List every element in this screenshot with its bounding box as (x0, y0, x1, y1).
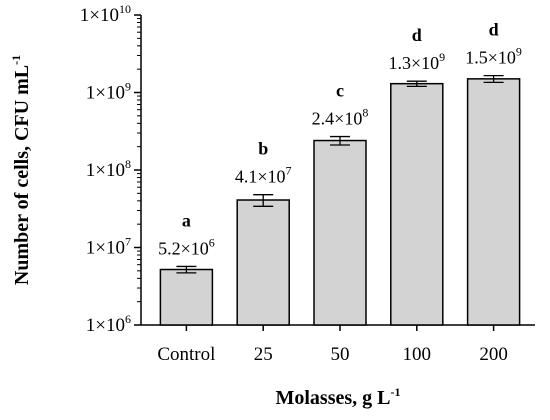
data-label: 1.3×109 (388, 50, 445, 73)
y-tick-label: 1×107 (86, 235, 131, 259)
data-label: 5.2×106 (158, 235, 215, 258)
data-label: 1.5×109 (465, 45, 522, 68)
x-tick-label: 200 (479, 344, 508, 365)
bar (466, 78, 521, 326)
bar (159, 268, 214, 326)
labels: 5.2×106 a 4.1×107 b 2.4×108 c 1.3×109 d 1.5×109 d (158, 20, 522, 259)
significance-letter: c (336, 81, 344, 101)
data-label: 2.4×108 (312, 106, 369, 129)
significance-letter: d (489, 20, 499, 40)
x-tick-label: 25 (254, 344, 273, 365)
x-axis-title: Molasses, g L-1 (276, 385, 401, 409)
bars (159, 74, 521, 326)
significance-letter: d (412, 25, 422, 45)
bar (236, 199, 290, 326)
y-axis-title: Number of cells, CFU mL-1 (9, 55, 33, 285)
significance-letter: b (258, 139, 268, 159)
bar (313, 139, 367, 326)
x-tick-label: 100 (403, 344, 432, 365)
y-tick-label: 1×1010 (80, 2, 131, 26)
x-tick-label: 50 (331, 344, 350, 365)
y-tick-label: 1×106 (86, 312, 131, 336)
data-label: 4.1×107 (235, 164, 292, 187)
significance-letter: a (182, 210, 191, 230)
x-tick-label: Control (157, 344, 215, 365)
y-tick-label: 1×109 (86, 80, 131, 104)
bar (390, 82, 444, 326)
axes: 1×106 1×107 1×108 1×109 1×1010 Control 25 50 100… (9, 2, 535, 409)
y-tick-label: 1×108 (86, 157, 131, 181)
